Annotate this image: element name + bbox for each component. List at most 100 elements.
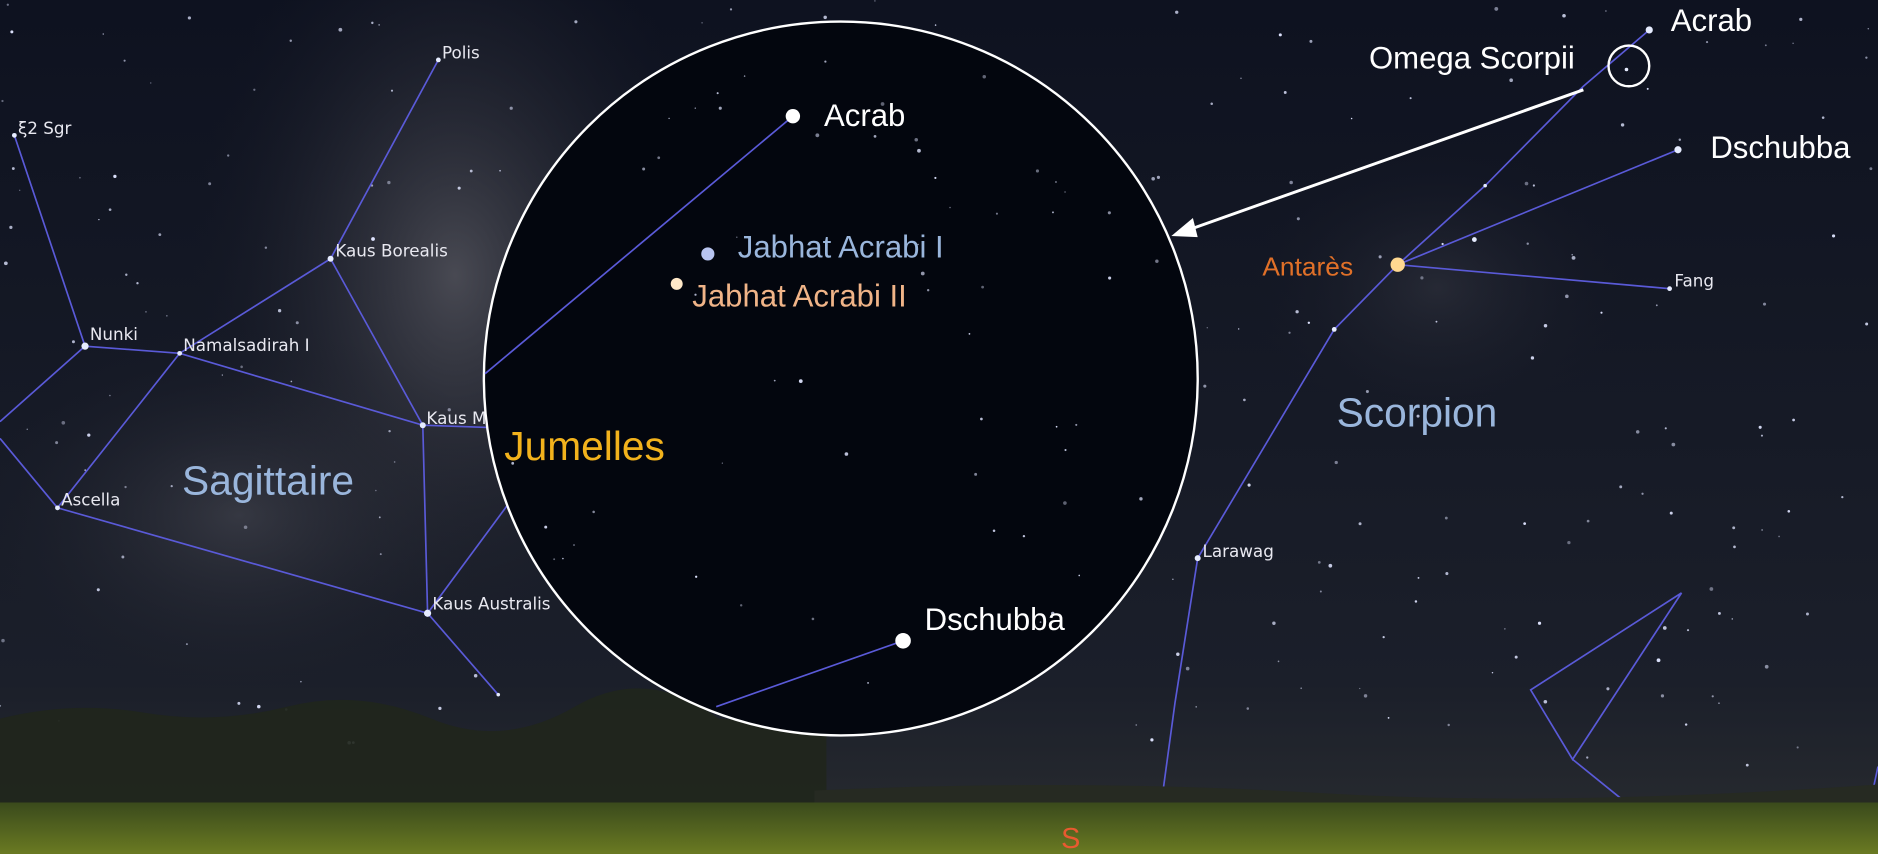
star xyxy=(773,379,776,382)
star xyxy=(26,428,28,430)
star xyxy=(657,156,661,160)
star xyxy=(1150,738,1154,742)
highlight-circle xyxy=(1607,44,1651,88)
star xyxy=(729,8,733,11)
star xyxy=(1841,496,1844,499)
star xyxy=(1821,116,1825,119)
star xyxy=(592,510,595,514)
star xyxy=(1532,184,1535,187)
star xyxy=(1246,707,1250,710)
star xyxy=(1761,529,1763,531)
constellation-label: Scorpion xyxy=(1337,389,1498,435)
star xyxy=(1491,671,1494,674)
star xyxy=(121,555,125,559)
star xyxy=(968,333,971,335)
star xyxy=(1537,621,1542,625)
star xyxy=(1108,276,1112,280)
star xyxy=(257,704,261,709)
star xyxy=(1039,621,1042,624)
star xyxy=(1409,97,1412,100)
star xyxy=(1562,13,1566,18)
star xyxy=(221,374,223,376)
star xyxy=(227,154,230,157)
view-title: Jumelles xyxy=(504,423,665,469)
star xyxy=(55,441,59,445)
star xyxy=(1760,434,1763,437)
star xyxy=(18,189,21,192)
star xyxy=(1203,384,1207,388)
star-label: Dschubba xyxy=(1710,130,1851,165)
star xyxy=(1363,694,1368,698)
star xyxy=(295,321,299,325)
star xyxy=(1620,123,1625,127)
star xyxy=(375,489,377,492)
star xyxy=(1705,41,1709,44)
star xyxy=(1869,167,1873,171)
star xyxy=(1296,217,1300,221)
milky-way xyxy=(1245,143,1629,432)
star xyxy=(974,472,978,476)
star xyxy=(457,186,461,190)
star xyxy=(1543,324,1548,328)
star-label: Omega Scorpii xyxy=(1369,40,1575,75)
star xyxy=(98,218,100,221)
star-label: Polis xyxy=(442,43,480,63)
star xyxy=(1565,294,1569,299)
star xyxy=(873,135,877,138)
star xyxy=(1243,398,1246,402)
star xyxy=(1195,706,1197,708)
background-stars xyxy=(0,0,1873,767)
star xyxy=(934,176,937,179)
star-label: Nunki xyxy=(90,324,138,344)
star xyxy=(1686,629,1690,632)
star xyxy=(469,169,473,173)
star xyxy=(1606,687,1610,691)
star xyxy=(1307,321,1311,325)
star xyxy=(668,117,670,120)
star xyxy=(1309,39,1313,43)
star xyxy=(1317,561,1321,564)
star-label: Antarès xyxy=(1262,251,1353,281)
star xyxy=(1678,138,1682,142)
star xyxy=(1172,578,1174,580)
milky-way xyxy=(0,323,515,707)
star xyxy=(158,233,162,237)
star xyxy=(84,469,87,472)
star xyxy=(125,273,128,277)
star xyxy=(1075,423,1078,426)
star xyxy=(1247,483,1251,487)
star xyxy=(1078,574,1081,577)
star-label: Dschubba xyxy=(925,602,1066,637)
star-label: ξ2 Sgr xyxy=(18,118,72,138)
star xyxy=(1359,687,1361,690)
star-label: Jabhat Acrabi I xyxy=(738,230,944,265)
star-label: Acrab xyxy=(824,98,905,133)
star xyxy=(1732,526,1736,530)
star xyxy=(544,525,548,529)
star xyxy=(1526,242,1529,245)
star xyxy=(867,681,870,684)
star xyxy=(170,485,173,488)
star xyxy=(562,557,564,560)
star xyxy=(1051,611,1055,616)
star xyxy=(96,588,100,592)
star xyxy=(1064,191,1066,193)
star xyxy=(1151,177,1155,181)
star xyxy=(1733,545,1736,549)
star xyxy=(150,82,152,84)
star xyxy=(388,429,391,433)
star xyxy=(1378,255,1382,259)
star xyxy=(1571,255,1576,260)
star xyxy=(995,212,998,215)
star xyxy=(1586,756,1589,759)
star-label: Namalsadirah I xyxy=(183,335,309,355)
star xyxy=(1796,746,1799,749)
star xyxy=(980,417,983,421)
star xyxy=(71,340,75,344)
star xyxy=(920,271,925,276)
star xyxy=(1799,17,1803,21)
star xyxy=(108,208,112,211)
star xyxy=(1635,430,1640,434)
star xyxy=(1764,44,1767,47)
star-label: Fang xyxy=(1674,270,1714,290)
